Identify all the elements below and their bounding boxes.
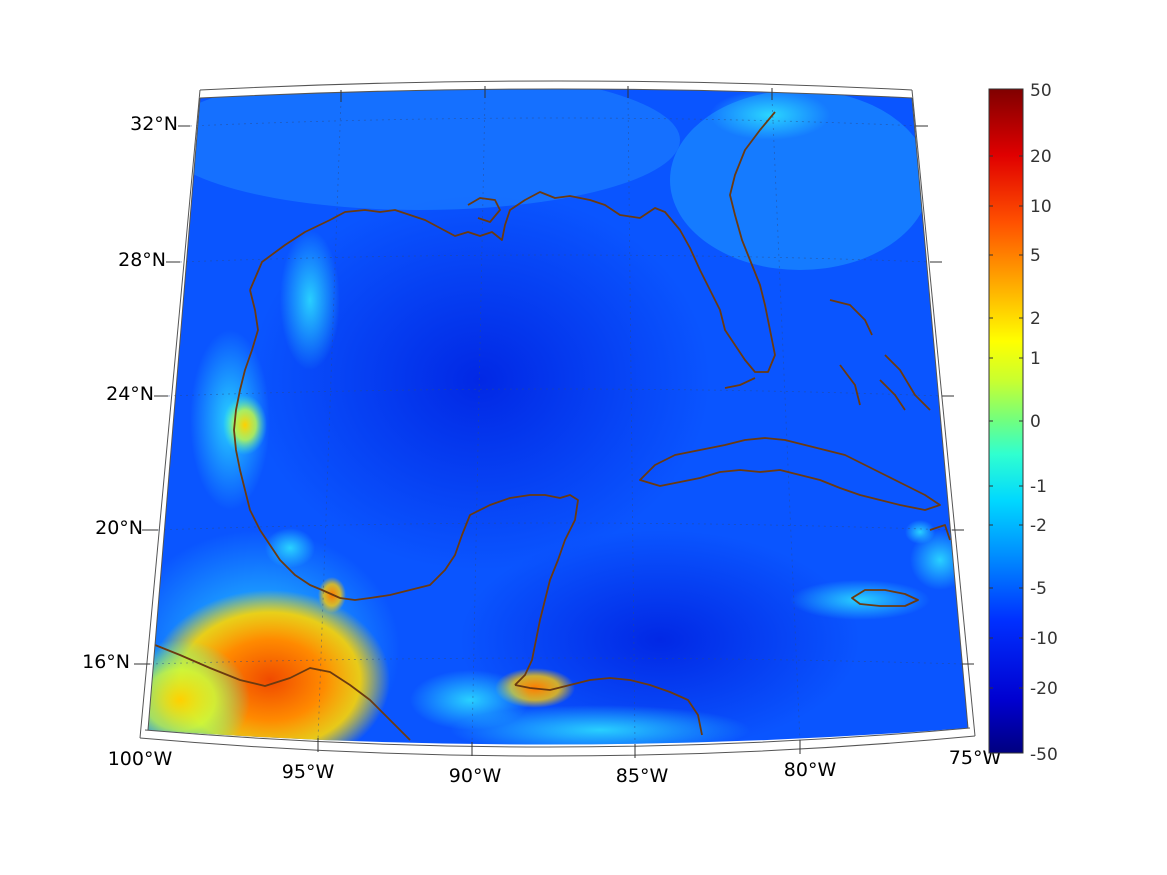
mexico-east-coast (233, 289, 579, 686)
colorbar-ramp (988, 88, 1024, 754)
lon-label: 85°W (616, 765, 669, 787)
lat-label: 20°N (95, 517, 143, 539)
lat-label: 32°N (130, 113, 178, 135)
lat-label: 16°N (82, 651, 130, 673)
jamaica-outline (851, 589, 919, 607)
colorbar-label: 2 (1030, 309, 1041, 329)
us-gulf-coast (249, 111, 776, 373)
florida-keys (724, 377, 756, 389)
lat-label: 28°N (118, 249, 166, 271)
colorbar-label: -2 (1030, 516, 1047, 536)
colorbar-label: -5 (1030, 579, 1047, 599)
colorbar-label: -10 (1030, 629, 1058, 649)
hispaniola-edge (929, 524, 951, 541)
colorbar-label: -20 (1030, 679, 1058, 699)
lon-label: 75°W (949, 747, 1002, 769)
colorbar-label: 10 (1030, 197, 1052, 217)
lon-label: 100°W (108, 748, 173, 770)
lon-labels: 100°W 95°W 90°W 85°W 80°W 75°W (108, 747, 1002, 787)
lon-label: 90°W (449, 765, 502, 787)
frame-ticks (134, 86, 974, 758)
colorbar-label: 5 (1030, 246, 1041, 266)
graticule (149, 95, 963, 747)
lon-label: 95°W (282, 761, 335, 783)
colorbar-label: -50 (1030, 745, 1058, 765)
bahamas-islands (829, 299, 931, 411)
colorbar-label: 1 (1030, 349, 1041, 369)
colorbar-ticks (989, 155, 1023, 689)
lat-label: 24°N (106, 383, 154, 405)
central-america-coast (514, 677, 703, 736)
pacific-coast (154, 644, 411, 741)
mississippi-delta (467, 197, 501, 223)
map-field (148, 89, 968, 745)
lon-label: 80°W (784, 759, 837, 781)
colorbar: 50 20 10 5 2 1 0 -1 -2 -5 -10 -20 -50 (988, 81, 1058, 765)
colorbar-label: 0 (1030, 412, 1041, 432)
lat-labels: 32°N 28°N 24°N 20°N 16°N (82, 113, 178, 673)
cuba-outline (639, 437, 941, 511)
colorbar-label: -1 (1030, 477, 1047, 497)
map-frame (139, 80, 976, 757)
colorbar-label: 50 (1030, 81, 1052, 101)
coastlines (154, 111, 951, 741)
colorbar-label: 20 (1030, 147, 1052, 167)
